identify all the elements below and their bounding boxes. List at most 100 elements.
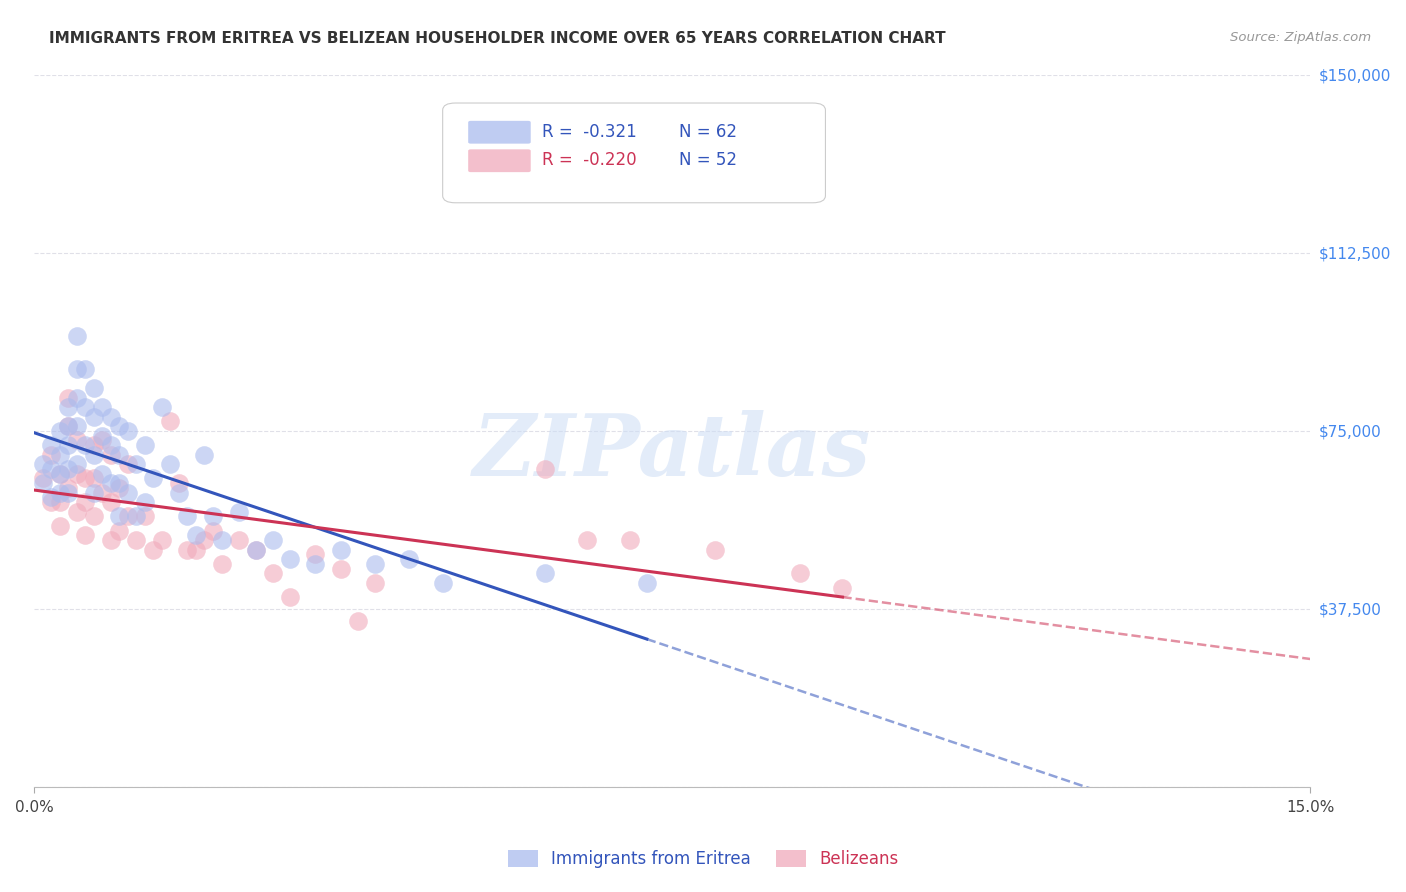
Point	[108, 448, 131, 462]
Point	[167, 476, 190, 491]
Point	[134, 509, 156, 524]
Point	[58, 438, 80, 452]
Point	[83, 438, 105, 452]
Point	[75, 438, 97, 452]
Point	[304, 557, 326, 571]
Point	[66, 391, 89, 405]
Point	[245, 542, 267, 557]
Point	[142, 542, 165, 557]
Point	[703, 542, 725, 557]
Point	[66, 362, 89, 376]
FancyBboxPatch shape	[443, 103, 825, 202]
Point	[91, 467, 114, 481]
Point	[228, 504, 250, 518]
Point	[58, 391, 80, 405]
Point	[176, 509, 198, 524]
Text: Source: ZipAtlas.com: Source: ZipAtlas.com	[1230, 31, 1371, 45]
Point	[211, 557, 233, 571]
Point	[304, 547, 326, 561]
Point	[75, 528, 97, 542]
Point	[83, 409, 105, 424]
Point	[228, 533, 250, 547]
Text: IMMIGRANTS FROM ERITREA VS BELIZEAN HOUSEHOLDER INCOME OVER 65 YEARS CORRELATION: IMMIGRANTS FROM ERITREA VS BELIZEAN HOUS…	[49, 31, 946, 46]
Point	[100, 476, 122, 491]
Point	[83, 485, 105, 500]
Point	[619, 533, 641, 547]
Point	[41, 448, 63, 462]
Point	[31, 471, 53, 485]
Point	[58, 419, 80, 434]
Point	[108, 481, 131, 495]
Point	[167, 485, 190, 500]
Point	[100, 448, 122, 462]
Point	[75, 400, 97, 414]
Point	[262, 533, 284, 547]
Point	[49, 485, 72, 500]
Point	[329, 561, 352, 575]
Point	[91, 434, 114, 448]
Point	[66, 328, 89, 343]
Point	[58, 400, 80, 414]
Point	[245, 542, 267, 557]
Point	[125, 533, 148, 547]
Point	[125, 509, 148, 524]
Point	[75, 362, 97, 376]
Point	[262, 566, 284, 581]
Point	[49, 495, 72, 509]
Point	[58, 481, 80, 495]
Point	[398, 552, 420, 566]
Point	[363, 575, 385, 590]
Point	[58, 419, 80, 434]
Point	[150, 400, 173, 414]
Point	[58, 485, 80, 500]
Point	[100, 495, 122, 509]
Text: N = 62: N = 62	[679, 122, 737, 141]
Point	[831, 581, 853, 595]
Point	[49, 467, 72, 481]
Point	[91, 428, 114, 442]
Point	[66, 467, 89, 481]
Point	[83, 448, 105, 462]
Point	[100, 409, 122, 424]
Point	[150, 533, 173, 547]
Point	[41, 495, 63, 509]
Point	[91, 400, 114, 414]
Point	[176, 542, 198, 557]
Point	[201, 509, 224, 524]
Point	[66, 419, 89, 434]
Point	[66, 504, 89, 518]
Point	[789, 566, 811, 581]
Point	[117, 509, 139, 524]
Point	[108, 509, 131, 524]
Point	[193, 448, 215, 462]
Point	[211, 533, 233, 547]
Text: R =  -0.321: R = -0.321	[543, 122, 637, 141]
Point	[41, 438, 63, 452]
Point	[83, 509, 105, 524]
Point	[49, 448, 72, 462]
Point	[108, 419, 131, 434]
Point	[83, 381, 105, 395]
Point	[41, 491, 63, 505]
Point	[49, 424, 72, 438]
Point	[432, 575, 454, 590]
Point	[66, 457, 89, 471]
Point	[108, 476, 131, 491]
Point	[58, 462, 80, 476]
Text: ZIPatlas: ZIPatlas	[474, 410, 872, 494]
Point	[100, 438, 122, 452]
Point	[533, 462, 555, 476]
Point	[49, 467, 72, 481]
Point	[31, 476, 53, 491]
Point	[49, 518, 72, 533]
Point	[346, 614, 368, 628]
Point	[66, 434, 89, 448]
Point	[83, 471, 105, 485]
Point	[134, 495, 156, 509]
Point	[31, 457, 53, 471]
Point	[75, 471, 97, 485]
Text: R =  -0.220: R = -0.220	[543, 151, 637, 169]
Point	[329, 542, 352, 557]
Point	[184, 528, 207, 542]
Point	[142, 471, 165, 485]
